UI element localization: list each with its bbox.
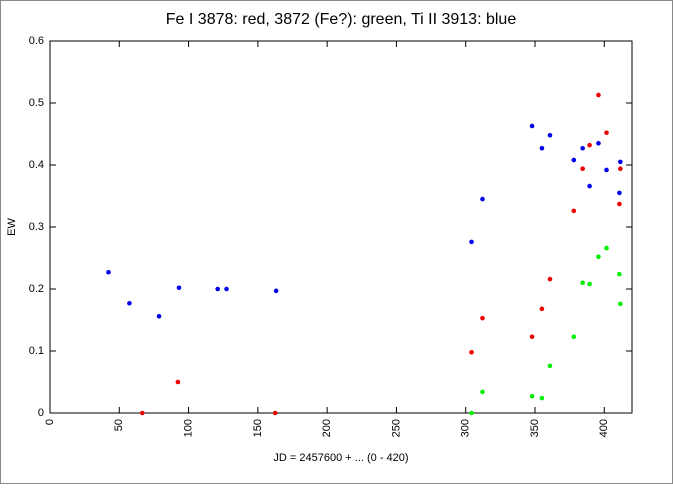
data-point	[587, 142, 592, 148]
x-tick-label: 150	[252, 419, 264, 437]
data-point	[106, 269, 111, 275]
data-point	[127, 300, 132, 306]
data-point	[571, 208, 577, 214]
data-point	[587, 183, 592, 189]
data-point	[571, 334, 577, 340]
data-point	[617, 201, 622, 207]
data-point	[596, 92, 601, 98]
data-point	[604, 245, 609, 251]
data-point	[580, 280, 585, 286]
data-point	[273, 288, 279, 294]
data-point	[469, 410, 474, 416]
data-point	[156, 313, 162, 319]
x-tick-label: 100	[182, 419, 194, 437]
y-axis-label: EW	[6, 218, 18, 236]
data-point	[547, 276, 553, 282]
data-point	[618, 301, 623, 307]
x-tick-label: 400	[598, 419, 610, 437]
y-tick-label: 0.3	[29, 221, 44, 233]
data-point	[539, 395, 545, 401]
data-point	[139, 410, 145, 416]
y-tick-label: 0.1	[29, 345, 44, 357]
data-point	[529, 123, 535, 129]
data-point	[618, 166, 623, 172]
data-point	[596, 254, 601, 260]
x-tick-label: 250	[390, 419, 402, 437]
data-point	[469, 239, 474, 245]
data-point	[547, 132, 553, 138]
data-point	[539, 145, 545, 151]
data-point	[215, 286, 220, 292]
data-point	[176, 285, 182, 291]
chart-title: Fe I 3878: red, 3872 (Fe?): green, Ti II…	[166, 11, 517, 28]
data-point	[604, 167, 609, 173]
y-tick-label: 0.5	[29, 97, 44, 109]
data-point	[480, 315, 485, 321]
data-point	[529, 334, 535, 340]
data-point	[480, 389, 485, 395]
data-point	[580, 166, 585, 172]
data-point	[580, 145, 585, 151]
y-tick-label: 0.4	[29, 159, 44, 171]
data-point	[618, 159, 623, 165]
data-point	[480, 196, 485, 202]
y-tick-label: 0.6	[29, 35, 44, 47]
data-point	[604, 130, 609, 136]
y-tick-label: 0	[38, 407, 44, 419]
data-point	[224, 286, 229, 292]
x-tick-label: 200	[321, 419, 333, 437]
x-tick-label: 50	[113, 419, 125, 431]
y-tick-label: 0.2	[29, 283, 44, 295]
data-point	[587, 281, 592, 287]
x-tick-label: 0	[44, 419, 56, 425]
data-point	[529, 393, 535, 399]
data-point	[617, 271, 622, 277]
data-point	[596, 141, 601, 146]
data-point	[571, 157, 577, 163]
data-point	[617, 190, 622, 196]
data-point	[539, 306, 545, 312]
x-tick-label: 350	[529, 419, 541, 437]
data-point	[175, 379, 181, 385]
data-point	[272, 410, 278, 416]
data-point	[547, 363, 553, 369]
x-tick-label: 300	[460, 419, 472, 437]
x-axis-label: JD = 2457600 + ... (0 - 420)	[273, 452, 408, 464]
data-point	[469, 349, 474, 355]
